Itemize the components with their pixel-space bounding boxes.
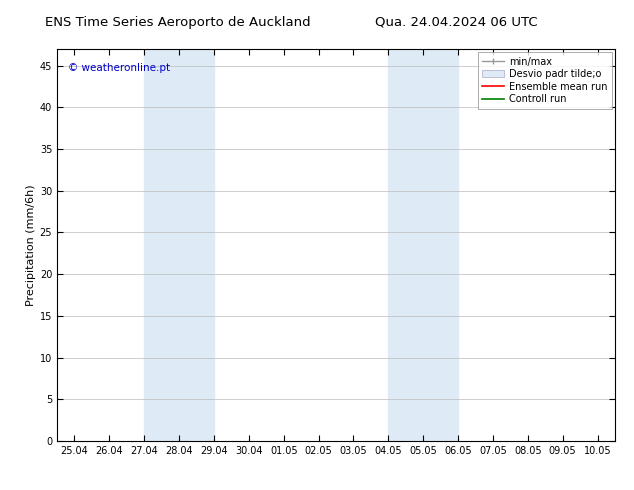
Bar: [145, 49, 214, 441]
Y-axis label: Precipitation (mm/6h): Precipitation (mm/6h): [25, 184, 36, 306]
Text: ENS Time Series Aeroporto de Auckland: ENS Time Series Aeroporto de Auckland: [45, 16, 310, 28]
Legend: min/max, Desvio padr tilde;o, Ensemble mean run, Controll run: min/max, Desvio padr tilde;o, Ensemble m…: [477, 52, 612, 109]
Text: © weatheronline.pt: © weatheronline.pt: [68, 63, 171, 73]
Text: Qua. 24.04.2024 06 UTC: Qua. 24.04.2024 06 UTC: [375, 16, 538, 28]
Bar: [388, 49, 458, 441]
